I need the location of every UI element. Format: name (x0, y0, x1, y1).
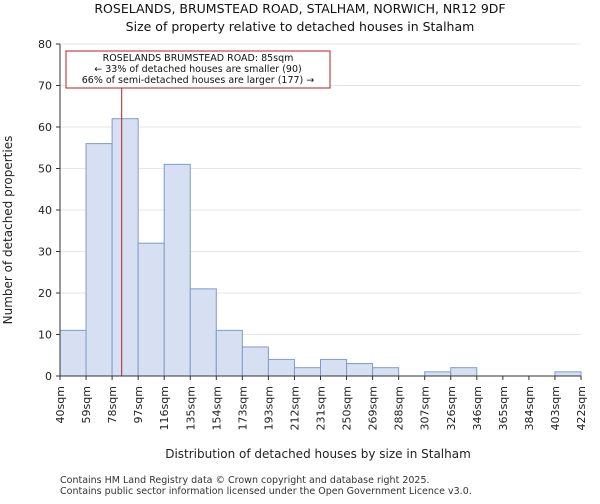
x-tick-label: 422sqm (575, 386, 588, 430)
annotation-line-2: ← 33% of detached houses are smaller (90… (94, 64, 301, 75)
y-tick-label: 70 (38, 80, 52, 93)
bar-135sqm (189, 288, 217, 377)
y-axis-label: Number of detached properties (1, 136, 15, 325)
y-tick-label: 40 (38, 204, 52, 217)
x-tick-label: 288sqm (393, 386, 406, 430)
x-axis-label: Distribution of detached houses by size … (165, 447, 471, 461)
x-tick-label: 231sqm (315, 386, 328, 430)
x-tick-label: 116sqm (158, 386, 171, 430)
y-tick-label: 60 (38, 121, 52, 134)
x-tick-label: 173sqm (236, 386, 249, 430)
bar-193sqm (267, 358, 295, 377)
x-tick-label: 193sqm (262, 386, 275, 430)
bar-154sqm (215, 329, 243, 377)
y-tick-label: 0 (45, 370, 52, 383)
bar-173sqm (241, 346, 269, 377)
bar-403sqm (554, 371, 582, 377)
x-tick-label: 384sqm (523, 386, 536, 430)
y-tick-label: 20 (38, 287, 52, 300)
bar-97sqm (137, 242, 165, 377)
x-tick-label: 135sqm (184, 386, 197, 430)
x-tick-label: 269sqm (367, 386, 380, 430)
bar-78sqm (111, 118, 139, 377)
chart-title: ROSELANDS, BRUMSTEAD ROAD, STALHAM, NORW… (94, 1, 505, 16)
annotation-box: ROSELANDS BRUMSTEAD ROAD: 85sqm ← 33% of… (65, 50, 331, 89)
footer-line-2: Contains public sector information licen… (60, 486, 472, 497)
y-tick-label: 80 (38, 38, 52, 51)
x-tick-label: 403sqm (549, 386, 562, 430)
x-tick-label: 307sqm (419, 386, 432, 430)
bar-40sqm (59, 329, 87, 377)
x-tick-labels: 40sqm 59sqm 78sqm 97sqm 116sqm 135sqm 154sqm 17… (54, 376, 588, 430)
x-tick-label: 326sqm (445, 386, 458, 430)
bar-116sqm (163, 163, 191, 377)
y-tick-label: 10 (38, 329, 52, 342)
x-tick-label: 154sqm (210, 386, 223, 430)
footer-line-1: Contains HM Land Registry data © Crown c… (60, 475, 430, 486)
bar-307sqm (424, 371, 452, 377)
y-tick-label: 30 (38, 246, 52, 259)
y-tick-labels: 0 10 20 30 40 50 60 70 80 (38, 38, 60, 383)
x-tick-label: 97sqm (132, 386, 145, 423)
x-tick-label: 250sqm (341, 386, 354, 430)
x-tick-label: 346sqm (471, 386, 484, 430)
annotation-frame (65, 50, 331, 89)
bars (59, 118, 582, 377)
y-tick-label: 50 (38, 163, 52, 176)
bar-212sqm (293, 367, 322, 377)
x-tick-label: 40sqm (54, 386, 67, 423)
annotation-line-1: ROSELANDS BRUMSTEAD ROAD: 85sqm (103, 53, 294, 64)
annotation-line-3: 66% of semi-detached houses are larger (… (82, 75, 315, 86)
x-tick-label: 78sqm (106, 386, 119, 423)
bar-250sqm (346, 363, 374, 377)
bar-59sqm (85, 143, 113, 377)
chart-subtitle: Size of property relative to detached ho… (126, 19, 475, 34)
x-tick-label: 59sqm (80, 386, 93, 423)
bar-231sqm (320, 358, 348, 377)
bar-326sqm (450, 367, 478, 377)
bar-269sqm (372, 367, 400, 377)
x-tick-label: 365sqm (497, 386, 510, 430)
x-tick-label: 212sqm (288, 386, 301, 430)
